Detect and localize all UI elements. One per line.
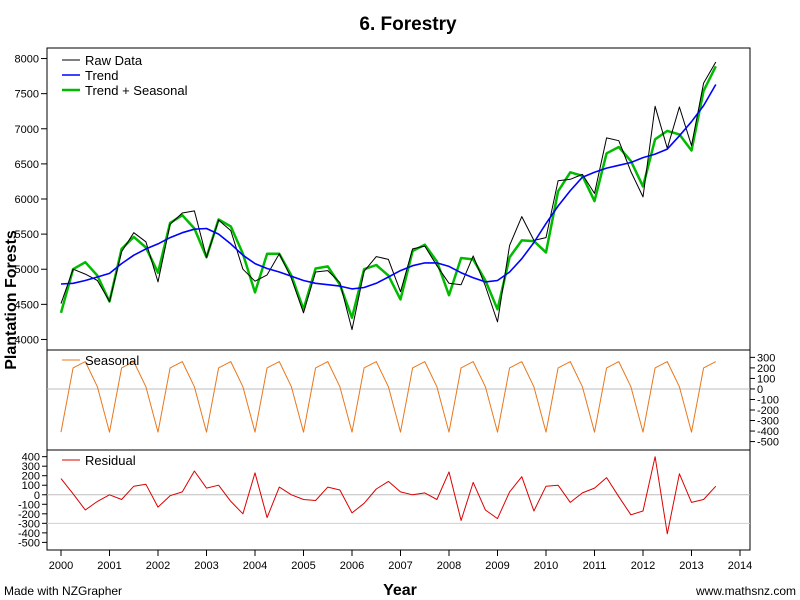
- legend-residual: Residual: [85, 453, 136, 468]
- x-tick-label: 2014: [728, 560, 752, 572]
- series-lines: [59, 61, 717, 535]
- seasonal-y-tick-label: -400: [757, 426, 779, 438]
- x-tick-label: 2000: [49, 560, 73, 572]
- residual-y-tick-label: -500: [18, 537, 40, 549]
- x-tick-label: 2011: [583, 560, 607, 572]
- seasonal-y-tick-label: -300: [757, 416, 779, 428]
- residual-line: [60, 456, 717, 535]
- x-tick-label: 2007: [388, 560, 412, 572]
- residual-y-tick-label: -200: [18, 509, 40, 521]
- footer-right: www.mathsnz.com: [695, 584, 796, 598]
- residual-y-tick-label: -100: [18, 499, 40, 511]
- residual-y-tick-label: 100: [22, 480, 40, 492]
- main-y-tick-label: 6500: [15, 159, 39, 171]
- main-y-tick-label: 7500: [15, 89, 39, 101]
- x-tick-label: 2013: [679, 560, 703, 572]
- x-tick-label: 2012: [631, 560, 655, 572]
- x-tick-label: 2002: [146, 560, 170, 572]
- legend-seasonal: Seasonal: [85, 353, 139, 368]
- x-tick-label: 2008: [437, 560, 461, 572]
- seasonal-y-tick-label: 100: [757, 373, 775, 385]
- legend-trend: Trend: [85, 68, 118, 83]
- residual-y-tick-label: 0: [34, 490, 40, 502]
- main-y-tick-label: 6000: [15, 194, 39, 206]
- seasonal-panel-frame: [46, 349, 751, 451]
- main-y-tick-label: 4500: [15, 299, 39, 311]
- trend-seasonal-line: [59, 65, 717, 319]
- legend-trend-seasonal: Trend + Seasonal: [85, 83, 188, 98]
- trend-line: [60, 84, 717, 290]
- main-y-tick-label: 5500: [15, 229, 39, 241]
- residual-legend: Residual: [62, 453, 136, 468]
- main-y-axis: 4000 4500 5000 5500 6000 6500 7000 7500 8000: [15, 54, 47, 346]
- seasonal-y-tick-label: 300: [757, 352, 775, 364]
- main-y-tick-label: 4000: [15, 334, 39, 346]
- footer-left: Made with NZGrapher: [4, 584, 122, 598]
- x-tick-label: 2010: [534, 560, 558, 572]
- reference-lines: [47, 388, 750, 524]
- chart-title: 6. Forestry: [359, 14, 457, 35]
- seasonal-y-tick-label: 0: [757, 384, 763, 396]
- raw-data-line: [60, 61, 717, 331]
- x-axis: 2000 2001 2002 2003 2004 2005 2006 2007 2008 2009…: [49, 550, 752, 572]
- seasonal-line: [60, 361, 717, 433]
- seasonal-y-tick-label: -100: [757, 394, 779, 406]
- x-axis-title: Year: [383, 582, 417, 599]
- legend-raw-data: Raw Data: [85, 53, 143, 68]
- residual-y-tick-label: -300: [18, 518, 40, 530]
- seasonal-y-tick-label: -200: [757, 405, 779, 417]
- x-tick-label: 2006: [340, 560, 364, 572]
- y-axis-title: Plantation Forests: [3, 230, 20, 370]
- x-tick-label: 2001: [97, 560, 121, 572]
- main-y-tick-label: 7000: [15, 124, 39, 136]
- residual-panel-frame: [46, 449, 751, 551]
- residual-y-tick-label: -400: [18, 528, 40, 540]
- seasonal-y-tick-label: 200: [757, 363, 775, 375]
- x-tick-label: 2005: [291, 560, 315, 572]
- main-y-tick-label: 8000: [15, 54, 39, 66]
- x-tick-label: 2009: [485, 560, 509, 572]
- seasonal-legend: Seasonal: [62, 353, 139, 368]
- x-tick-label: 2004: [243, 560, 267, 572]
- main-legend: Raw Data Trend Trend + Seasonal: [62, 53, 188, 98]
- residual-y-tick-label: 400: [22, 452, 40, 464]
- main-y-tick-label: 5000: [15, 264, 39, 276]
- seasonal-y-tick-label: -500: [757, 437, 779, 449]
- x-tick-label: 2003: [194, 560, 218, 572]
- residual-y-tick-label: 300: [22, 461, 40, 473]
- residual-y-tick-label: 200: [22, 471, 40, 483]
